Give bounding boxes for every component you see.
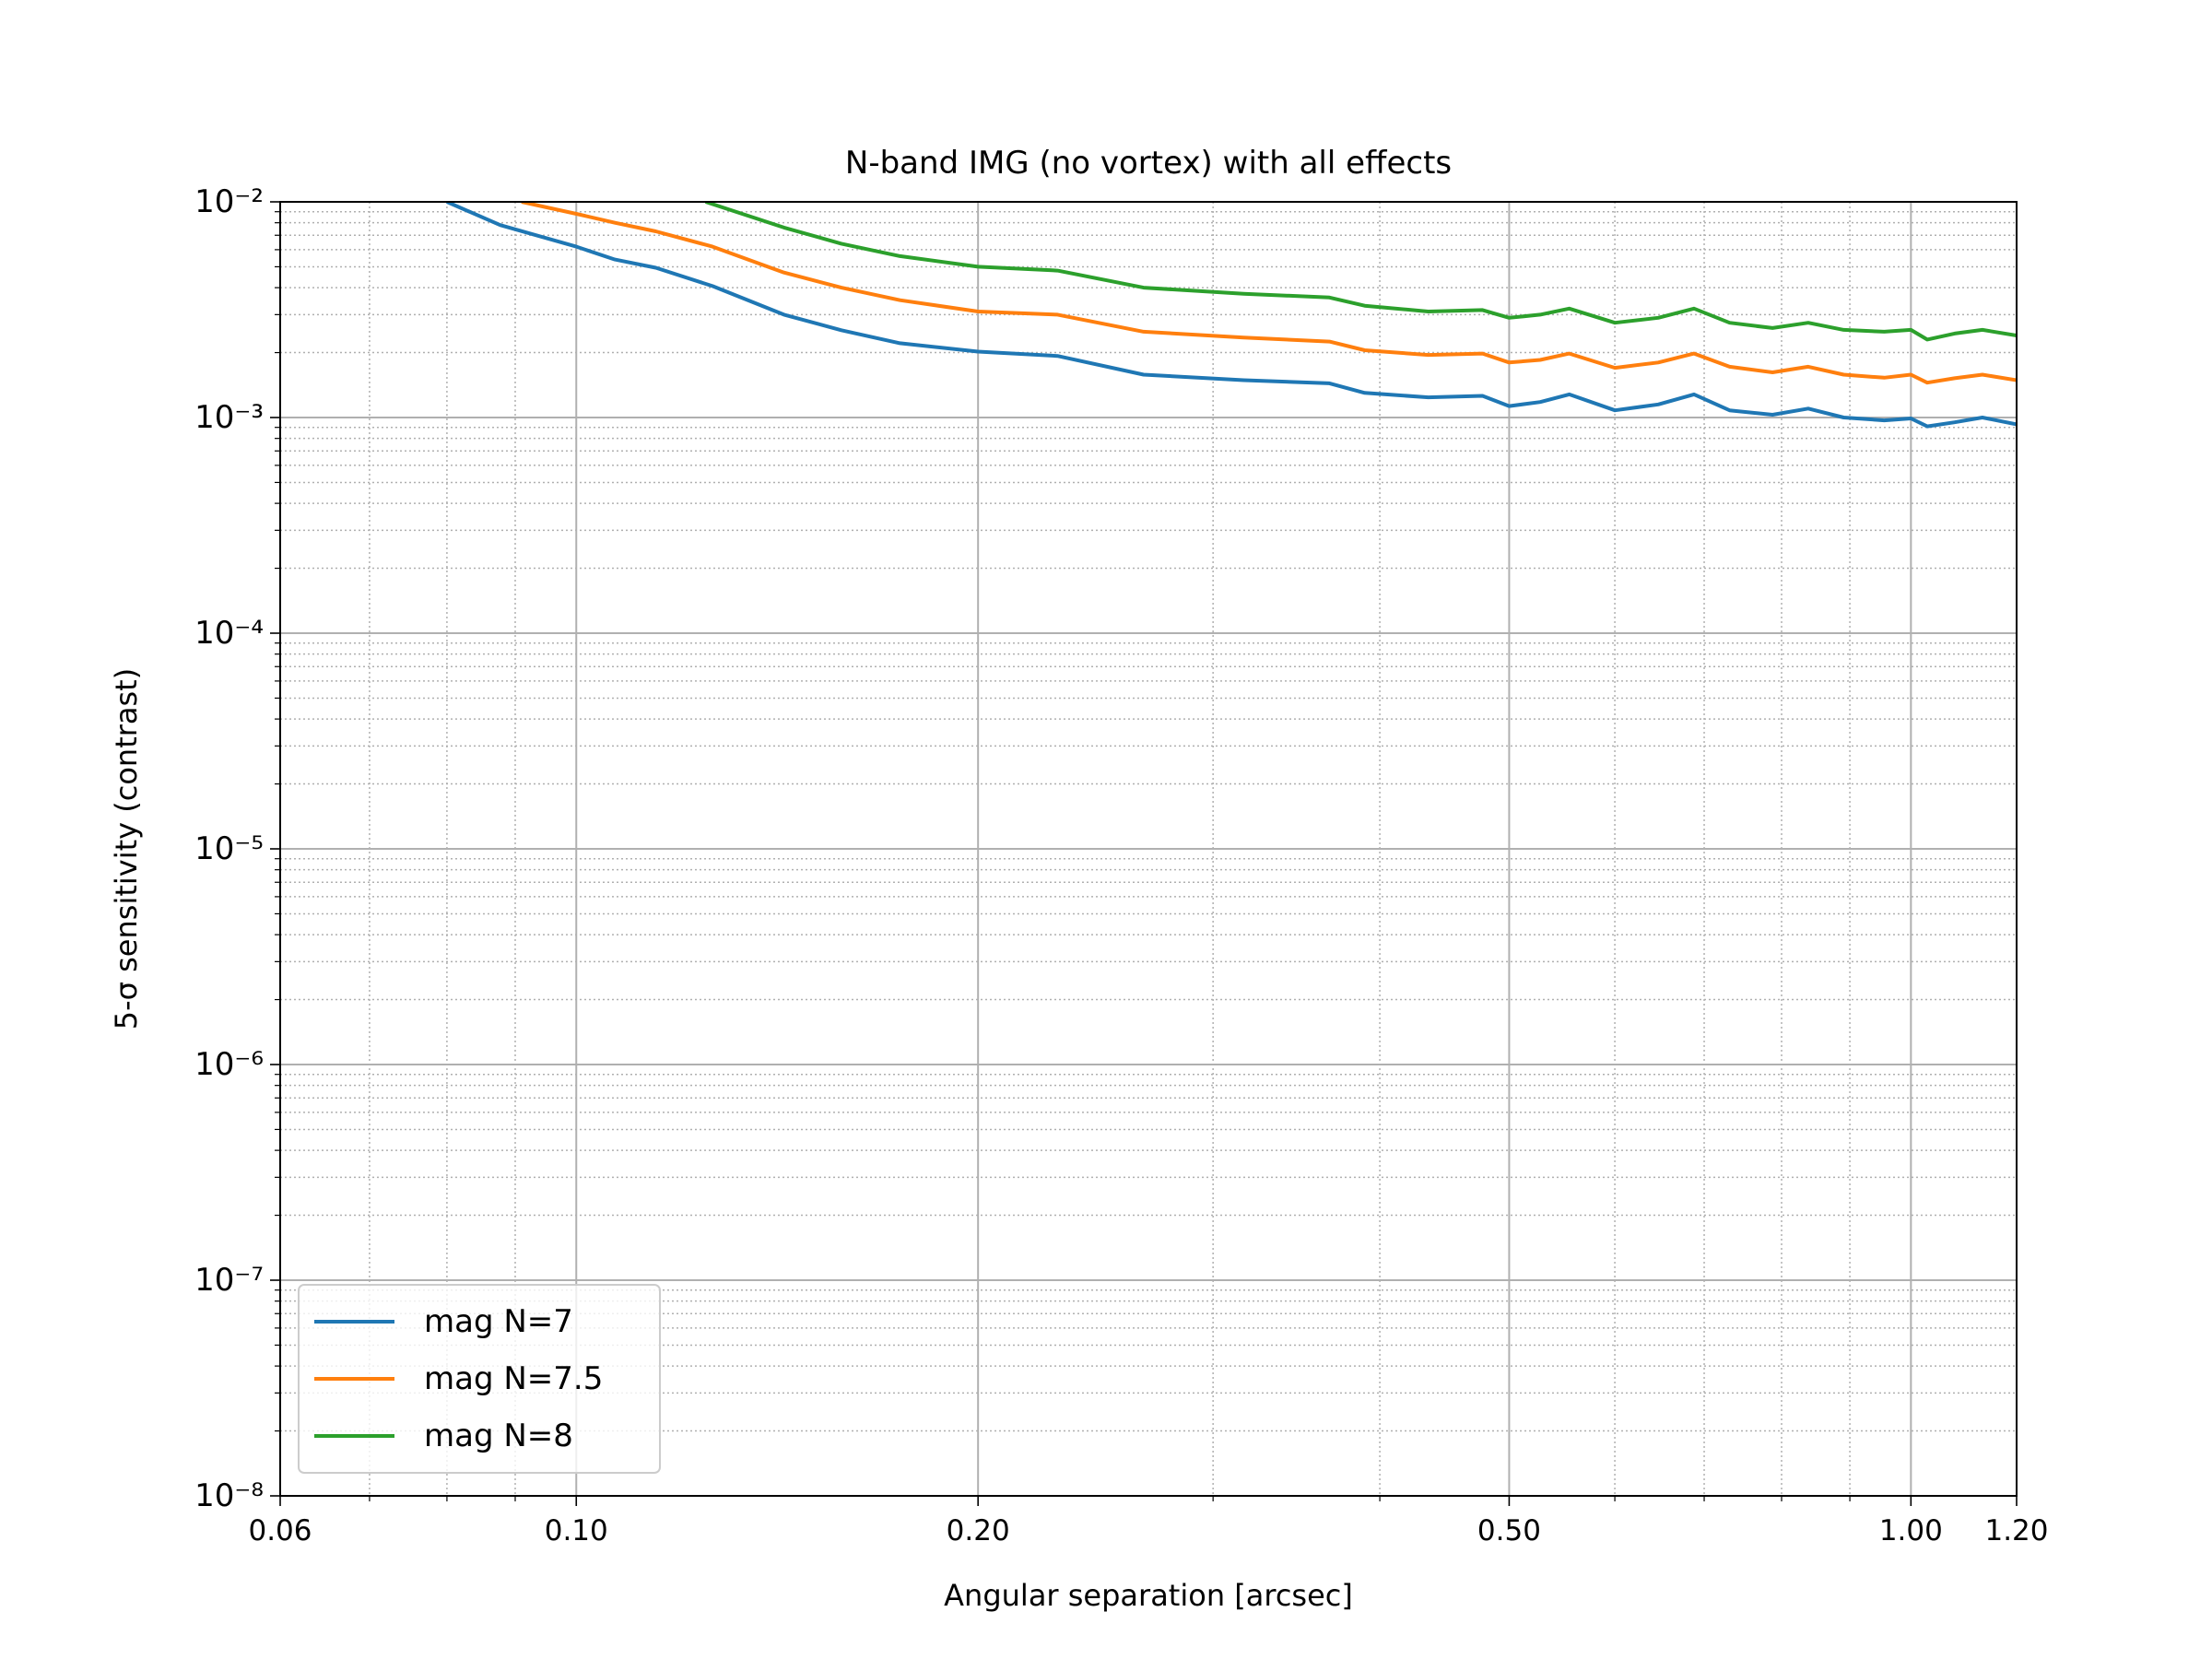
y-tick-label: 10⁻⁷ — [194, 1262, 264, 1299]
y-tick-label: 10⁻⁶ — [194, 1046, 264, 1083]
y-tick-label: 10⁻⁸ — [194, 1477, 264, 1514]
x-tick-label: 1.00 — [1879, 1514, 1943, 1547]
plot-area — [446, 202, 2017, 429]
series-line — [521, 202, 2017, 385]
x-tick-label: 0.20 — [947, 1514, 1010, 1547]
x-tick-label: 0.10 — [545, 1514, 608, 1547]
axes-frame — [279, 201, 2018, 1497]
grid — [279, 201, 2018, 1497]
x-tick-label: 0.06 — [248, 1514, 312, 1547]
axes: 0.06 0.10 0.20 0.50 1.00 1.20 10⁻⁸ 10⁻⁷ 10⁻⁶ 10⁻⁵… — [194, 183, 2048, 1547]
y-axis-label: 5-σ sensitivity (contrast) — [109, 668, 144, 1030]
y-tick-label: 10⁻⁴ — [194, 615, 264, 652]
legend-label: mag N=7 — [424, 1303, 573, 1340]
x-tick-label: 0.50 — [1477, 1514, 1541, 1547]
legend: mag N=7 mag N=7.5 mag N=8 — [298, 1284, 661, 1474]
legend-label: mag N=8 — [424, 1418, 573, 1454]
y-tick-label: 10⁻³ — [194, 399, 264, 436]
y-tick-label: 10⁻² — [194, 183, 264, 220]
x-axis-label: Angular separation [arcsec] — [944, 1578, 1353, 1613]
legend-label: mag N=7.5 — [424, 1360, 603, 1397]
series-line — [446, 202, 2017, 429]
legend-box — [298, 1284, 661, 1474]
chart-title: N-band IMG (no vortex) with all effects — [845, 145, 1452, 182]
series-line — [704, 202, 2017, 342]
x-tick-label: 1.20 — [1984, 1514, 2048, 1547]
y-tick-label: 10⁻⁵ — [194, 830, 264, 867]
